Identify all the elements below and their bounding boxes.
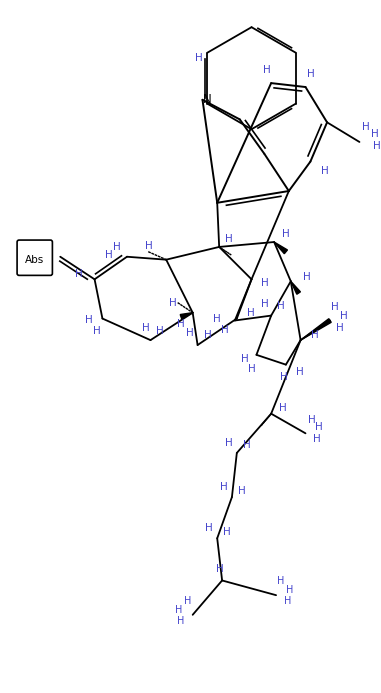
Text: H: H bbox=[263, 65, 271, 76]
Text: H: H bbox=[311, 331, 319, 340]
Text: H: H bbox=[314, 435, 321, 444]
Text: H: H bbox=[225, 234, 233, 244]
Text: H: H bbox=[106, 249, 113, 260]
Polygon shape bbox=[180, 313, 193, 319]
Text: H: H bbox=[75, 270, 83, 279]
Text: H: H bbox=[220, 482, 228, 492]
Text: H: H bbox=[175, 605, 182, 615]
Text: H: H bbox=[243, 440, 251, 450]
Text: H: H bbox=[371, 129, 379, 139]
Text: H: H bbox=[331, 301, 339, 312]
Text: H: H bbox=[307, 69, 314, 79]
Text: H: H bbox=[223, 527, 231, 537]
Text: H: H bbox=[261, 299, 269, 309]
Text: H: H bbox=[321, 166, 329, 177]
Text: H: H bbox=[142, 324, 149, 333]
Text: H: H bbox=[336, 324, 344, 333]
Text: H: H bbox=[248, 364, 255, 374]
Text: N: N bbox=[203, 94, 212, 106]
Text: H: H bbox=[238, 486, 246, 496]
Text: H: H bbox=[216, 563, 224, 574]
Text: H: H bbox=[213, 313, 221, 324]
Text: H: H bbox=[184, 596, 192, 606]
Text: H: H bbox=[340, 310, 347, 321]
Text: H: H bbox=[277, 577, 285, 586]
Text: H: H bbox=[277, 301, 285, 310]
Text: H: H bbox=[280, 372, 288, 383]
Text: H: H bbox=[203, 331, 211, 340]
Text: H: H bbox=[284, 596, 291, 606]
Text: H: H bbox=[195, 53, 202, 62]
Text: H: H bbox=[157, 326, 164, 336]
Text: H: H bbox=[247, 308, 255, 317]
Text: H: H bbox=[169, 298, 177, 308]
Polygon shape bbox=[291, 281, 301, 295]
Text: H: H bbox=[303, 272, 311, 282]
Text: H: H bbox=[186, 328, 194, 338]
Text: H: H bbox=[93, 326, 101, 336]
Text: H: H bbox=[85, 315, 93, 324]
Text: H: H bbox=[315, 423, 323, 432]
Polygon shape bbox=[301, 319, 331, 340]
Text: H: H bbox=[113, 242, 121, 252]
Text: H: H bbox=[225, 438, 233, 448]
Text: H: H bbox=[373, 141, 381, 151]
Text: H: H bbox=[282, 229, 290, 239]
Text: H: H bbox=[362, 122, 370, 132]
Text: H: H bbox=[261, 278, 269, 288]
Text: H: H bbox=[296, 367, 304, 378]
Text: H: H bbox=[177, 319, 185, 329]
Text: H: H bbox=[177, 615, 185, 626]
Text: Abs: Abs bbox=[25, 255, 44, 265]
Text: H: H bbox=[205, 523, 213, 534]
Text: H: H bbox=[145, 241, 152, 251]
Text: H: H bbox=[279, 403, 287, 413]
FancyBboxPatch shape bbox=[17, 240, 53, 275]
Text: H: H bbox=[241, 353, 248, 364]
Polygon shape bbox=[274, 242, 287, 254]
Text: H: H bbox=[221, 325, 229, 335]
Text: H: H bbox=[307, 414, 315, 425]
Text: H: H bbox=[286, 586, 293, 595]
